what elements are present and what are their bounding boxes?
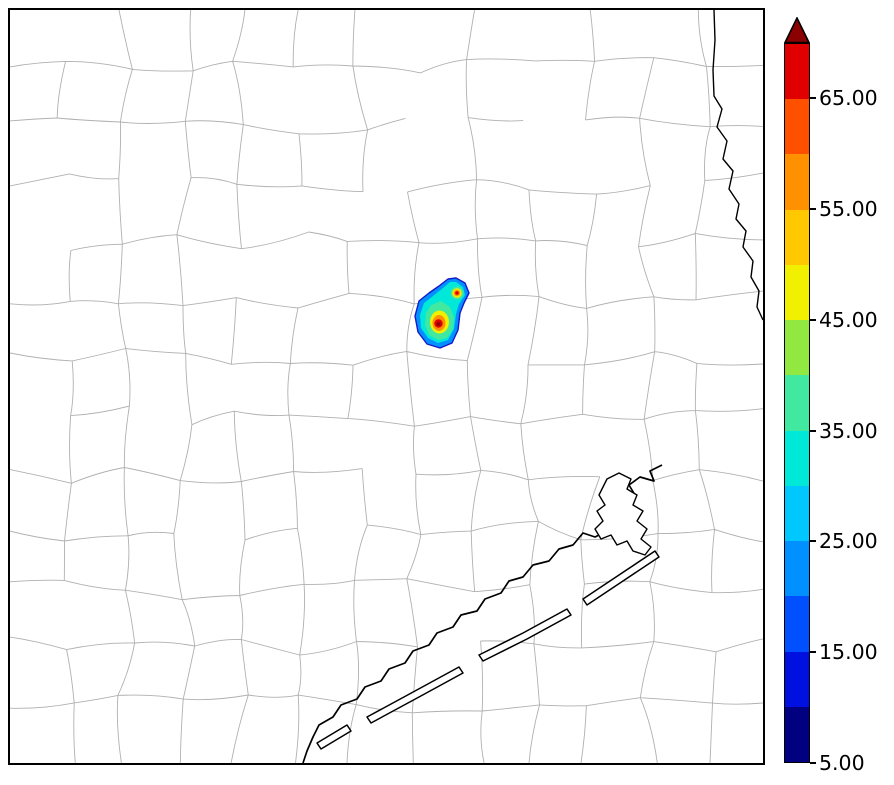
colorbar-band	[785, 651, 809, 707]
colorbar-tick	[810, 97, 816, 100]
barrier-island	[366, 666, 464, 724]
map-panel	[8, 8, 765, 765]
colorbar-tick	[810, 318, 816, 321]
colorbar-band	[785, 44, 809, 100]
storm-secondary-core	[455, 291, 459, 295]
colorbar-tick-label: 55.00	[819, 196, 878, 221]
colorbar-band	[785, 596, 809, 652]
colorbar-tick-label: 35.00	[819, 418, 878, 443]
colorbar-band	[785, 375, 809, 431]
barrier-island	[478, 608, 572, 662]
colorbar-tick-label: 45.00	[819, 307, 878, 332]
colorbar-tick	[810, 540, 816, 543]
barrier-island	[316, 724, 352, 750]
colorbar-band	[785, 209, 809, 265]
colorbar-over-arrow-icon	[784, 17, 810, 43]
colorbar-band	[785, 154, 809, 210]
colorbar-band	[785, 485, 809, 542]
colorbar-band	[785, 706, 809, 763]
colorbar-band	[785, 320, 809, 376]
colorbar-band	[785, 541, 809, 597]
colorbar-tick-label: 25.00	[819, 529, 878, 554]
colorbar-band	[785, 430, 809, 486]
storm-primary-core-max	[436, 322, 441, 326]
county-map	[10, 10, 763, 763]
colorbar-tick-label: 65.00	[819, 86, 878, 111]
colorbar-tick	[810, 429, 816, 432]
colorbar-tick	[810, 651, 816, 654]
colorbar-tick	[810, 208, 816, 211]
state-border-river	[712, 10, 763, 321]
county-boundaries	[10, 10, 763, 763]
colorbar-tick-label: 5.00	[819, 750, 865, 775]
colorbar-band	[785, 99, 809, 155]
colorbar-tick-label: 15.00	[819, 639, 878, 664]
bay-outline	[594, 472, 652, 556]
colorbar	[784, 43, 810, 763]
colorbar-band	[785, 264, 809, 321]
barrier-island	[582, 550, 660, 606]
colorbar-tick	[810, 762, 816, 764]
